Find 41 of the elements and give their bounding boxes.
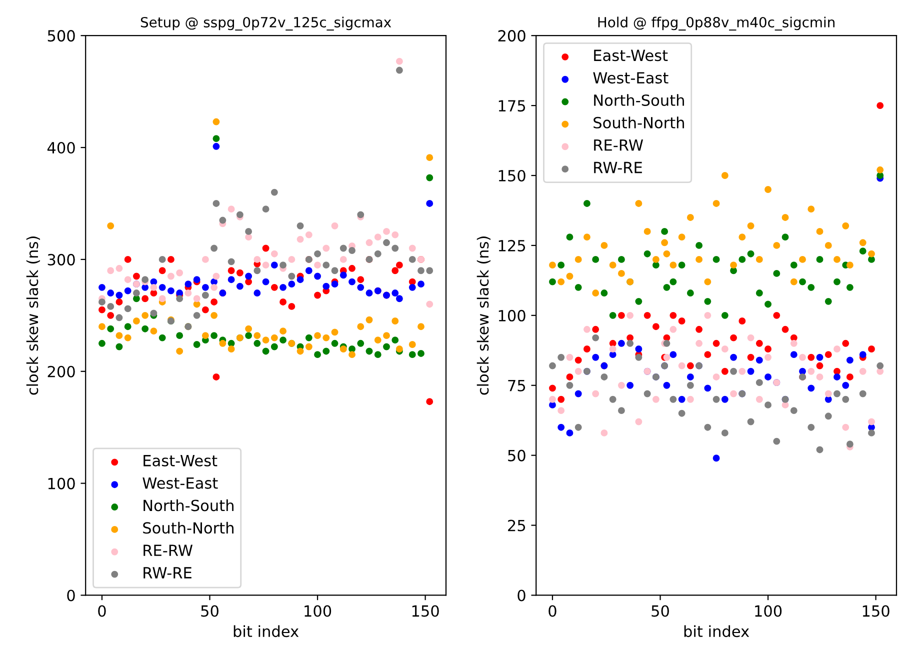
x-tick-label: 100 [755,605,782,617]
y-tick-label: 100 [498,310,526,322]
y-tick-label: 300 [48,254,75,266]
x-tick-label: 150 [412,605,439,617]
y-tick-label: 125 [498,240,526,252]
legend-label: North-South [144,499,234,512]
chart-title: Hold @ ffpg_0p88v_m40c_sigcmin [598,16,834,31]
y-tick-label: 175 [498,100,526,112]
chart-title: Setup @ sspg_0p72v_125c_sigcmax [140,16,392,31]
x-tick-label: 50 [201,605,218,617]
legend-label: RW-RE [144,567,192,578]
legend-label: North-South [594,94,684,106]
x-axis-title: bit index [684,625,750,638]
legend-label: South-North [143,522,234,534]
y-tick-label: 400 [47,142,75,154]
legend-label: South-North [594,116,684,128]
x-tick-label: 0 [548,605,556,617]
y-tick-label: 100 [48,478,75,490]
y-tick-label: 150 [498,170,526,182]
y-tick-label: 75 [508,380,526,392]
y-tick-label: 0 [518,590,526,602]
x-tick-label: 50 [652,605,669,617]
legend-label: RW-RE [594,162,642,174]
legend-label: RE-RW [594,140,644,151]
y-tick-label: 200 [48,366,75,378]
x-tick-label: 150 [862,605,890,617]
legend-label: East-West [594,50,668,62]
legend-label: East-West [144,455,218,466]
y-axis-title: clock skew slack (ns) [476,236,490,395]
y-tick-label: 50 [508,450,526,462]
x-axis-title: bit index [234,625,299,638]
legend-label: West-East [142,477,218,489]
y-tick-label: 500 [48,30,75,42]
y-tick-label: 200 [498,30,526,42]
legend-label: West-East [593,72,668,84]
y-axis-title: clock skew slack (ns) [26,236,40,395]
x-tick-label: 0 [98,605,106,617]
y-tick-label: 0 [67,590,75,602]
x-tick-label: 100 [304,605,332,617]
y-tick-label: 25 [508,520,526,532]
legend-label: RE-RW [144,544,193,556]
